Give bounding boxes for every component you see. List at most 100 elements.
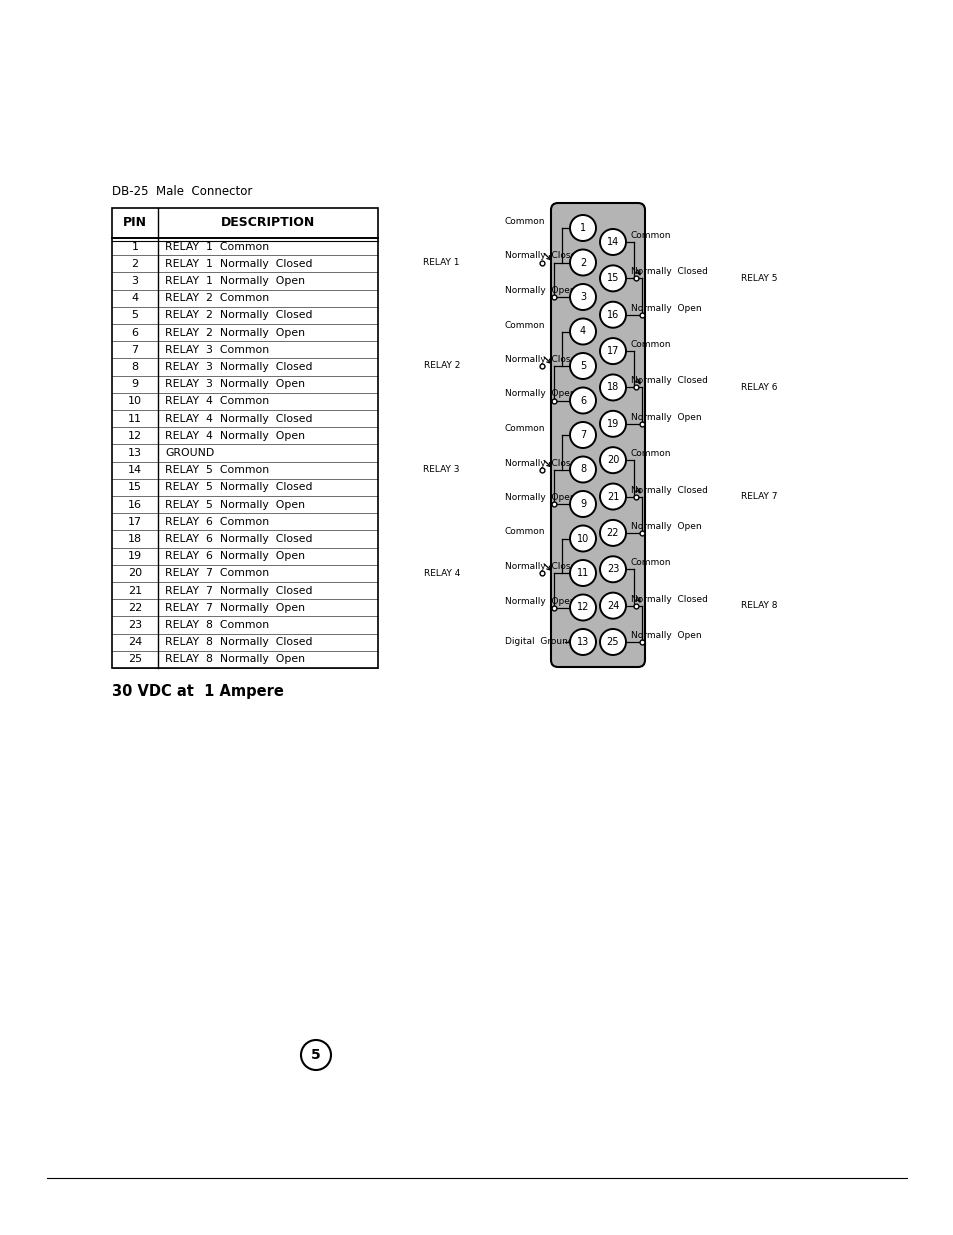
Circle shape — [569, 249, 596, 275]
Circle shape — [599, 338, 625, 364]
Text: Common: Common — [630, 340, 671, 350]
Text: PIN: PIN — [123, 216, 147, 230]
Text: RELAY  1  Normally  Open: RELAY 1 Normally Open — [165, 275, 305, 287]
Text: 21: 21 — [606, 492, 618, 501]
Text: 13: 13 — [128, 448, 142, 458]
Text: RELAY  8  Normally  Open: RELAY 8 Normally Open — [165, 655, 305, 664]
Text: RELAY  7  Common: RELAY 7 Common — [165, 568, 269, 578]
Text: RELAY  4  Normally  Open: RELAY 4 Normally Open — [165, 431, 305, 441]
Text: Normally  Closed: Normally Closed — [504, 562, 581, 571]
Text: RELAY  5  Normally  Open: RELAY 5 Normally Open — [165, 500, 305, 510]
Text: 11: 11 — [128, 414, 142, 424]
Circle shape — [599, 484, 625, 510]
Text: 23: 23 — [606, 564, 618, 574]
Text: DESCRIPTION: DESCRIPTION — [221, 216, 314, 230]
Text: RELAY 6: RELAY 6 — [740, 383, 777, 391]
Circle shape — [599, 629, 625, 655]
Text: 10: 10 — [128, 396, 142, 406]
Text: RELAY  8  Normally  Closed: RELAY 8 Normally Closed — [165, 637, 313, 647]
Text: 17: 17 — [128, 516, 142, 527]
Text: 11: 11 — [577, 568, 589, 578]
Text: 5: 5 — [311, 1049, 320, 1062]
Text: 6: 6 — [132, 327, 138, 337]
Text: 12: 12 — [128, 431, 142, 441]
Text: 5: 5 — [132, 310, 138, 320]
Circle shape — [599, 447, 625, 473]
Text: 18: 18 — [606, 383, 618, 393]
Text: RELAY  3  Normally  Closed: RELAY 3 Normally Closed — [165, 362, 313, 372]
Text: Normally  Closed: Normally Closed — [504, 458, 581, 468]
Text: RELAY  3  Normally  Open: RELAY 3 Normally Open — [165, 379, 305, 389]
Circle shape — [569, 215, 596, 241]
Text: 2: 2 — [579, 258, 585, 268]
Text: RELAY  6  Common: RELAY 6 Common — [165, 516, 269, 527]
Text: 9: 9 — [132, 379, 138, 389]
Text: Common: Common — [630, 558, 671, 567]
Text: RELAY 3: RELAY 3 — [423, 466, 459, 474]
Text: 8: 8 — [132, 362, 138, 372]
Text: Digital  Ground: Digital Ground — [504, 637, 573, 646]
Text: 13: 13 — [577, 637, 589, 647]
Text: RELAY  7  Normally  Open: RELAY 7 Normally Open — [165, 603, 305, 613]
Text: 10: 10 — [577, 534, 589, 543]
Text: RELAY  4  Normally  Closed: RELAY 4 Normally Closed — [165, 414, 313, 424]
Circle shape — [569, 492, 596, 517]
Text: 20: 20 — [606, 456, 618, 466]
Text: 18: 18 — [128, 534, 142, 543]
Text: 21: 21 — [128, 585, 142, 595]
Text: RELAY  2  Common: RELAY 2 Common — [165, 293, 269, 304]
Text: RELAY  1  Common: RELAY 1 Common — [165, 242, 269, 252]
Text: 7: 7 — [579, 430, 585, 440]
Circle shape — [569, 284, 596, 310]
Text: Common: Common — [504, 321, 545, 330]
Text: 4: 4 — [579, 326, 585, 336]
Circle shape — [599, 593, 625, 619]
Text: RELAY  3  Common: RELAY 3 Common — [165, 345, 269, 354]
Text: RELAY 4: RELAY 4 — [423, 568, 459, 578]
Text: Common: Common — [504, 527, 545, 536]
Text: 17: 17 — [606, 346, 618, 356]
Text: Normally  Open: Normally Open — [504, 597, 575, 605]
Text: Common: Common — [504, 424, 545, 433]
Circle shape — [569, 388, 596, 414]
Text: RELAY 2: RELAY 2 — [423, 362, 459, 370]
Circle shape — [599, 520, 625, 546]
Text: 22: 22 — [606, 527, 618, 538]
Text: 22: 22 — [128, 603, 142, 613]
Text: 16: 16 — [606, 310, 618, 320]
Text: Normally  Closed: Normally Closed — [630, 485, 707, 494]
Text: RELAY 7: RELAY 7 — [740, 492, 777, 501]
Text: Normally  Open: Normally Open — [504, 493, 575, 501]
Text: 6: 6 — [579, 395, 585, 405]
Text: 12: 12 — [577, 603, 589, 613]
Text: RELAY 5: RELAY 5 — [740, 274, 777, 283]
Text: Normally  Open: Normally Open — [504, 287, 575, 295]
Circle shape — [569, 526, 596, 552]
Text: RELAY 1: RELAY 1 — [423, 258, 459, 267]
Circle shape — [599, 374, 625, 400]
Text: Normally  Closed: Normally Closed — [630, 267, 707, 277]
Text: 19: 19 — [606, 419, 618, 429]
Circle shape — [301, 1040, 331, 1070]
Bar — [112, 207, 377, 668]
Text: Normally  Closed: Normally Closed — [504, 354, 581, 364]
Text: RELAY  8  Common: RELAY 8 Common — [165, 620, 269, 630]
Text: 24: 24 — [606, 600, 618, 610]
Text: 20: 20 — [128, 568, 142, 578]
Text: RELAY  5  Common: RELAY 5 Common — [165, 466, 269, 475]
Text: RELAY  7  Normally  Closed: RELAY 7 Normally Closed — [165, 585, 313, 595]
Circle shape — [569, 422, 596, 448]
Text: RELAY  2  Normally  Open: RELAY 2 Normally Open — [165, 327, 305, 337]
Text: Common: Common — [630, 450, 671, 458]
Text: 1: 1 — [579, 224, 585, 233]
Text: DB-25  Male  Connector: DB-25 Male Connector — [112, 185, 253, 198]
Text: 15: 15 — [606, 273, 618, 283]
Text: Normally  Closed: Normally Closed — [630, 377, 707, 385]
Text: Normally  Open: Normally Open — [630, 304, 700, 312]
Text: 2: 2 — [132, 259, 138, 269]
Circle shape — [569, 319, 596, 345]
Circle shape — [599, 266, 625, 291]
Text: 7: 7 — [132, 345, 138, 354]
Text: 14: 14 — [128, 466, 142, 475]
Circle shape — [599, 301, 625, 327]
